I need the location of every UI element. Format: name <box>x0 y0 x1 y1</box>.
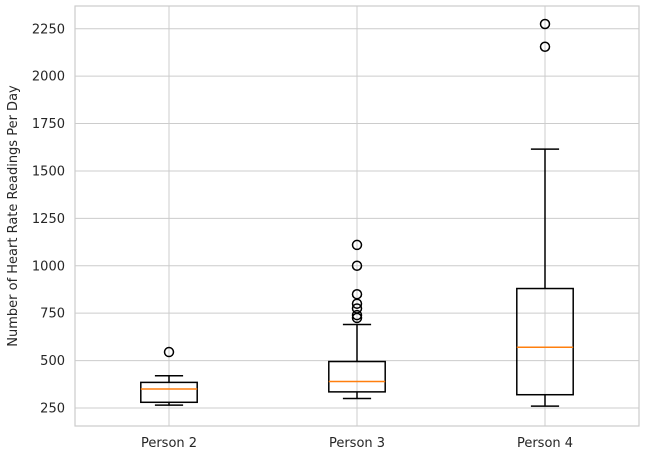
y-tick-label: 2250 <box>32 22 65 37</box>
outlier-point <box>351 260 363 272</box>
y-tick-label: 1500 <box>32 164 65 179</box>
y-tick-label: 750 <box>40 307 65 322</box>
plot-frame <box>74 5 640 427</box>
grid-lines <box>75 6 639 426</box>
y-tick-labels: 250 500 750 1000 1250 1500 1750 2000 2250 <box>32 22 65 416</box>
y-tick-label: 2000 <box>32 70 65 85</box>
boxes <box>140 18 574 407</box>
outlier-point <box>163 346 175 358</box>
outlier-point <box>351 303 363 314</box>
box-group <box>328 239 386 400</box>
x-tick-label: Person 4 <box>517 436 573 451</box>
y-tick-label: 500 <box>40 354 65 369</box>
iqr-box <box>140 381 198 404</box>
box-group <box>516 18 574 407</box>
outlier-point <box>351 309 363 321</box>
y-tick-label: 250 <box>40 401 65 416</box>
outlier-point <box>539 18 551 30</box>
outlier-point <box>351 239 363 251</box>
outlier-point <box>351 288 363 300</box>
box-group <box>140 346 198 406</box>
y-tick-label: 1750 <box>32 117 65 132</box>
y-tick-label: 1250 <box>32 212 65 227</box>
y-axis-label: Number of Heart Rate Readings Per Day <box>6 85 21 347</box>
x-tick-label: Person 2 <box>141 436 197 451</box>
y-tick-label: 1000 <box>32 259 65 274</box>
x-tick-labels: Person 2 Person 3 Person 4 <box>141 436 573 451</box>
outlier-point <box>539 41 551 53</box>
x-tick-label: Person 3 <box>329 436 385 451</box>
iqr-box <box>516 287 574 396</box>
iqr-box <box>328 360 386 393</box>
